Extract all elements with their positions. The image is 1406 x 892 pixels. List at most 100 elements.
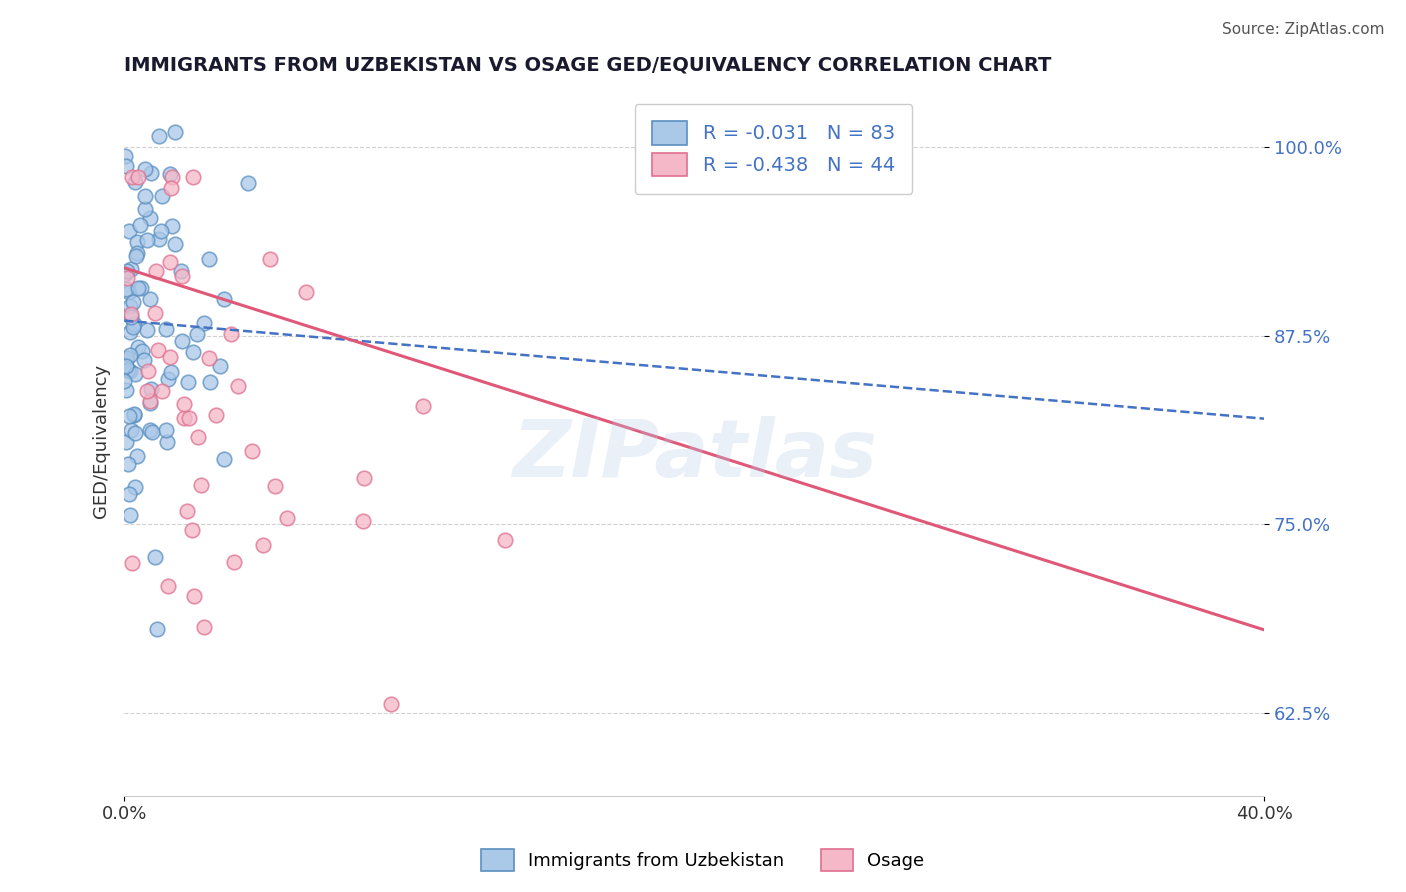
Point bbox=[150, 384, 173, 398]
Point bbox=[150, 224, 173, 238]
Point bbox=[118, 326, 141, 340]
Point bbox=[198, 252, 221, 267]
Legend: Immigrants from Uzbekistan, Osage: Immigrants from Uzbekistan, Osage bbox=[474, 842, 932, 879]
Text: IMMIGRANTS FROM UZBEKISTAN VS OSAGE GED/EQUIVALENCY CORRELATION CHART: IMMIGRANTS FROM UZBEKISTAN VS OSAGE GED/… bbox=[124, 55, 1052, 74]
Point bbox=[155, 423, 177, 437]
Point bbox=[115, 159, 138, 173]
Point bbox=[124, 175, 146, 189]
Point bbox=[173, 411, 195, 425]
Point bbox=[115, 353, 138, 368]
Point bbox=[115, 359, 138, 374]
Point bbox=[134, 202, 156, 217]
Point bbox=[150, 189, 173, 203]
Point bbox=[121, 556, 143, 570]
Point bbox=[183, 170, 205, 185]
Point bbox=[198, 351, 221, 365]
Point bbox=[115, 351, 138, 365]
Point bbox=[117, 457, 139, 471]
Point bbox=[187, 430, 209, 444]
Point bbox=[131, 343, 153, 358]
Point bbox=[173, 397, 195, 411]
Point bbox=[139, 394, 162, 409]
Point bbox=[120, 261, 142, 276]
Point bbox=[146, 622, 169, 636]
Text: Source: ZipAtlas.com: Source: ZipAtlas.com bbox=[1222, 22, 1385, 37]
Point bbox=[294, 285, 316, 299]
Point bbox=[186, 326, 208, 341]
Point bbox=[226, 379, 249, 393]
Point bbox=[136, 364, 159, 378]
Point bbox=[236, 176, 259, 190]
Point bbox=[132, 352, 155, 367]
Point bbox=[120, 310, 142, 324]
Point bbox=[122, 319, 145, 334]
Point bbox=[180, 523, 202, 537]
Point bbox=[114, 148, 136, 162]
Point bbox=[181, 345, 204, 359]
Point bbox=[146, 343, 169, 357]
Point bbox=[242, 444, 264, 458]
Point bbox=[148, 232, 170, 246]
Point bbox=[134, 189, 156, 203]
Point bbox=[190, 477, 212, 491]
Point bbox=[380, 697, 402, 711]
Point bbox=[193, 620, 215, 634]
Point bbox=[352, 514, 374, 528]
Point bbox=[127, 170, 149, 185]
Point bbox=[117, 487, 139, 501]
Point bbox=[120, 423, 142, 437]
Point bbox=[114, 282, 136, 296]
Point bbox=[139, 395, 162, 409]
Point bbox=[141, 382, 163, 396]
Point bbox=[139, 166, 162, 180]
Point bbox=[353, 471, 375, 485]
Point bbox=[115, 435, 138, 450]
Point bbox=[135, 233, 157, 247]
Point bbox=[212, 292, 235, 306]
Point bbox=[412, 399, 434, 413]
Point bbox=[176, 504, 198, 518]
Point bbox=[122, 409, 145, 423]
Point bbox=[134, 161, 156, 176]
Point bbox=[121, 170, 143, 185]
Point bbox=[143, 550, 166, 565]
Point bbox=[139, 211, 162, 225]
Point bbox=[127, 281, 149, 295]
Point bbox=[124, 249, 146, 263]
Point bbox=[129, 218, 152, 232]
Point bbox=[118, 299, 141, 313]
Point bbox=[115, 264, 138, 278]
Point bbox=[159, 254, 181, 268]
Point bbox=[122, 317, 145, 331]
Point bbox=[124, 367, 146, 381]
Point bbox=[170, 264, 193, 278]
Point bbox=[170, 269, 193, 284]
Point bbox=[129, 281, 152, 295]
Point bbox=[276, 510, 298, 524]
Point bbox=[156, 579, 179, 593]
Point bbox=[177, 411, 200, 425]
Point bbox=[141, 425, 163, 439]
Point bbox=[136, 384, 159, 398]
Point bbox=[264, 479, 287, 493]
Point bbox=[165, 125, 187, 139]
Point bbox=[219, 327, 242, 342]
Point bbox=[156, 435, 179, 450]
Point bbox=[112, 374, 135, 388]
Point bbox=[204, 408, 226, 422]
Point bbox=[177, 375, 200, 389]
Point bbox=[125, 246, 148, 260]
Point bbox=[121, 294, 143, 309]
Point bbox=[118, 508, 141, 522]
Point bbox=[198, 375, 221, 389]
Point bbox=[212, 451, 235, 466]
Point bbox=[252, 538, 274, 552]
Point bbox=[139, 423, 162, 437]
Point bbox=[118, 285, 141, 299]
Point bbox=[120, 307, 142, 321]
Point bbox=[224, 555, 246, 569]
Point bbox=[193, 316, 215, 330]
Point bbox=[118, 224, 141, 238]
Point bbox=[145, 264, 167, 278]
Point bbox=[125, 450, 148, 464]
